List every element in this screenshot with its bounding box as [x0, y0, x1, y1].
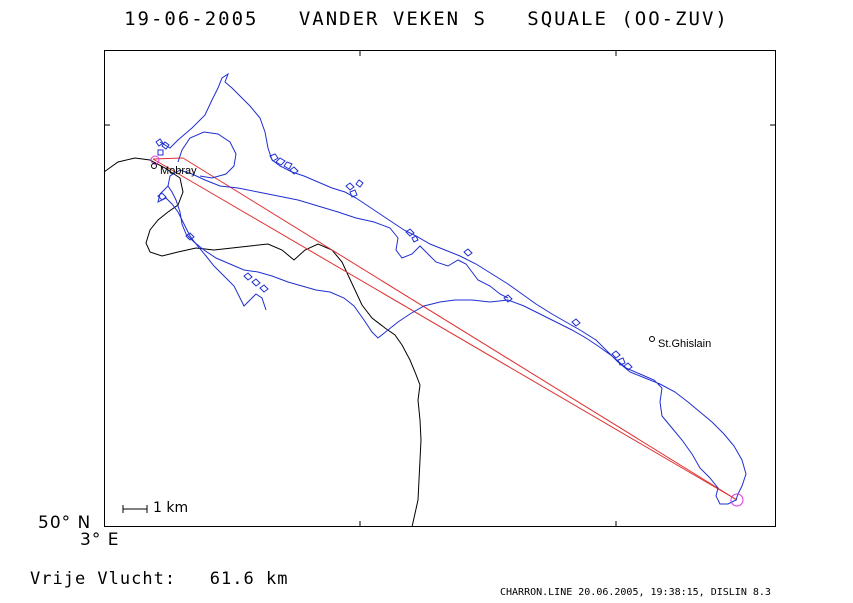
place-marker-st-ghislain — [649, 336, 655, 342]
place-label-st-ghislain: St.Ghislain — [658, 338, 711, 350]
scale-bar — [122, 505, 148, 513]
map-frame — [104, 50, 776, 527]
place-label-mobray: Mobray — [160, 165, 197, 177]
footer-credit: CHARRON.LINE 20.06.2005, 19:38:15, DISLI… — [500, 587, 771, 598]
border-line — [103, 157, 422, 528]
flight-track-loop — [177, 131, 237, 179]
distance-label: Vrije Vlucht: — [30, 569, 177, 589]
scale-label: 1 km — [153, 500, 189, 516]
place-marker-mobray — [151, 163, 157, 169]
distance-value: 61.6 km — [209, 569, 289, 589]
chart-title: 19-06-2005 VANDER VEKEN S SQUALE (OO-ZUV… — [124, 8, 729, 30]
latitude-label: 50° N — [38, 513, 92, 533]
axis-ticks — [104, 50, 776, 527]
flight-track — [159, 72, 747, 505]
flight-track-west — [157, 185, 267, 311]
distance-readout: Vrije Vlucht: 61.6 km — [30, 569, 288, 589]
longitude-label: 3° E — [80, 530, 120, 550]
task-lines — [152, 157, 738, 501]
end-turnpoint-marker — [730, 493, 744, 507]
thermal-clusters — [155, 138, 633, 371]
